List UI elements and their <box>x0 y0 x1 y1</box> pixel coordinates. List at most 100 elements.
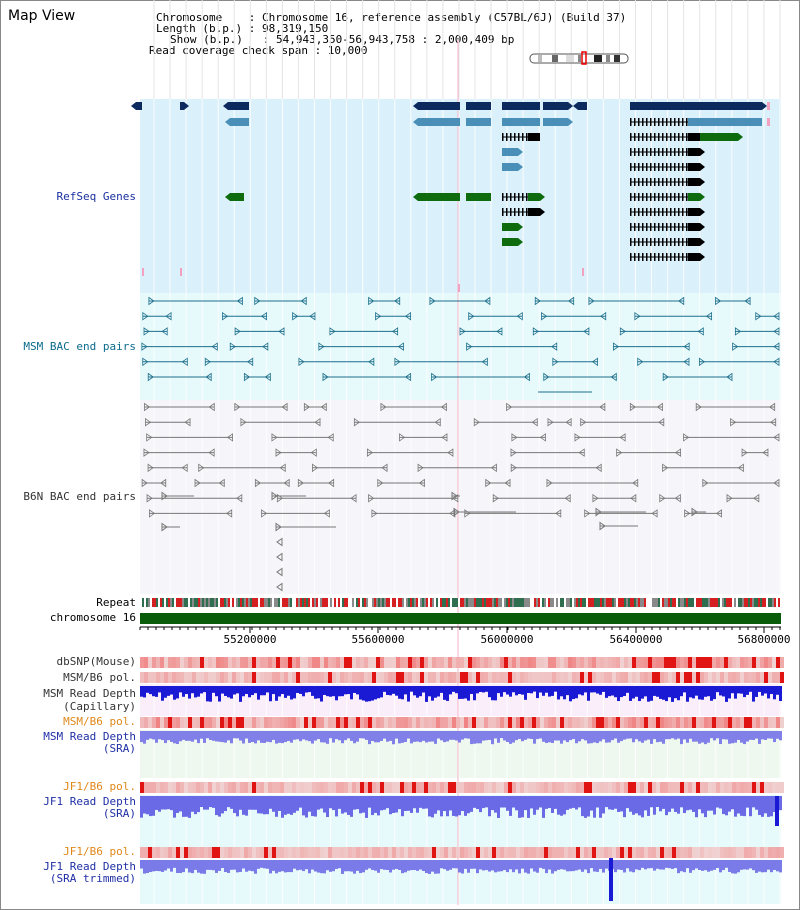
gene-exon <box>674 208 676 216</box>
heat-cell <box>780 657 784 668</box>
bac-pair <box>222 311 267 321</box>
heat-cell <box>324 657 328 668</box>
bac-end <box>275 522 282 532</box>
bac-pair <box>147 372 212 382</box>
depth-bar <box>356 796 359 810</box>
gene <box>502 223 523 231</box>
track-label-repeat[interactable]: Repeat <box>96 596 136 609</box>
bac-pair <box>468 311 523 321</box>
repeat-element <box>518 598 520 607</box>
bac-end <box>737 463 744 473</box>
heat-cell <box>256 847 260 858</box>
repeat-element <box>330 598 332 607</box>
depth-bar <box>560 860 563 870</box>
heat-cell <box>688 672 692 683</box>
track-label-jf1-depth-trimmed[interactable]: JF1 Read Depth <box>43 860 136 873</box>
depth-bar <box>311 731 314 744</box>
track-label-msm-depth-capillary[interactable]: MSM Read Depth <box>43 687 136 700</box>
bac-end <box>698 357 706 367</box>
track-label-msm-b6-pol-2[interactable]: MSM/B6 pol. <box>63 715 136 728</box>
depth-bar <box>476 796 479 810</box>
heat-cell <box>612 717 616 728</box>
depth-bar <box>185 860 188 869</box>
repeat-element <box>774 598 776 607</box>
track-label-msm-bac[interactable]: MSM BAC end pairs <box>23 340 136 353</box>
track-label-jf1-depth-sra[interactable]: JF1 Read Depth <box>43 795 136 808</box>
depth-bar <box>245 860 248 872</box>
bac-end <box>161 522 168 532</box>
heat-cell <box>144 657 148 668</box>
bac-pair <box>161 491 194 501</box>
bac-end <box>578 448 585 457</box>
heat-cell <box>164 782 168 793</box>
heat-cell <box>744 717 748 728</box>
track-label-msm-b6-pol-1[interactable]: MSM/B6 pol. <box>63 671 136 684</box>
depth-bar <box>707 860 710 872</box>
bac-end <box>208 402 215 412</box>
repeat-element <box>654 598 656 607</box>
bac-pair <box>662 463 744 473</box>
heat-cell <box>376 717 380 728</box>
heat-cell <box>492 657 496 668</box>
repeat-element <box>674 598 676 607</box>
depth-bar <box>563 686 566 700</box>
depth-bar <box>473 686 476 701</box>
heat-cell <box>404 672 408 683</box>
track-label-chromosome[interactable]: chromosome 16 <box>49 611 136 624</box>
depth-bar <box>587 796 590 817</box>
depth-bar <box>197 796 200 813</box>
b6n-bac-pairs-sparse <box>161 491 706 592</box>
bac-end <box>684 509 691 518</box>
heat-cell <box>428 672 432 683</box>
track-label-jf1-b6-pol-1[interactable]: JF1/B6 pol. <box>63 780 136 793</box>
gene-exon-block <box>528 193 540 201</box>
gene-exon-model <box>502 208 545 216</box>
heat-cell <box>692 847 696 858</box>
bac-end <box>580 417 587 427</box>
heat-cell <box>360 717 364 728</box>
repeat-element <box>214 598 216 607</box>
heat-cell <box>388 657 392 668</box>
heat-cell <box>168 847 172 858</box>
depth-bar <box>671 686 674 702</box>
bac-end <box>543 372 550 382</box>
heat-cell <box>636 717 640 728</box>
bac-pair <box>429 296 491 306</box>
depth-bar <box>725 686 728 702</box>
depth-bar <box>182 686 185 697</box>
heat-cell <box>652 672 656 683</box>
heat-cell <box>288 672 292 683</box>
bac-end <box>683 433 690 442</box>
depth-bar <box>233 731 236 739</box>
depth-bar <box>629 686 632 701</box>
heat-cell <box>332 657 336 668</box>
depth-bar <box>371 731 374 742</box>
repeat-element <box>478 598 480 607</box>
track-label-jf1-b6-pol-2[interactable]: JF1/B6 pol. <box>63 845 136 858</box>
depth-bar <box>407 731 410 739</box>
heat-cell <box>292 672 296 683</box>
msm-depth-capillary-bars <box>140 686 782 702</box>
depth-bar <box>311 796 314 817</box>
gene-exon <box>650 148 652 156</box>
gene-exon <box>642 178 644 186</box>
heat-cell <box>488 847 492 858</box>
gene-exon <box>654 193 656 201</box>
gene-arrow <box>413 118 418 126</box>
heat-cell <box>700 672 704 683</box>
heat-cell <box>476 847 480 858</box>
track-label-b6n-bac[interactable]: B6N BAC end pairs <box>23 490 136 503</box>
heat-cell <box>144 672 148 683</box>
gene <box>573 102 587 110</box>
track-label-dbsnp[interactable]: dbSNP(Mouse) <box>56 655 136 668</box>
heat-cell <box>632 657 636 668</box>
depth-bar <box>614 686 617 698</box>
depth-bar <box>680 796 683 808</box>
bac-end <box>181 357 188 367</box>
depth-bar <box>761 686 764 696</box>
heat-cell <box>464 782 468 793</box>
track-label-refseq[interactable]: RefSeq Genes <box>56 190 136 203</box>
track-label-msm-depth-sra[interactable]: MSM Read Depth <box>43 730 136 743</box>
heat-cell <box>276 657 280 668</box>
